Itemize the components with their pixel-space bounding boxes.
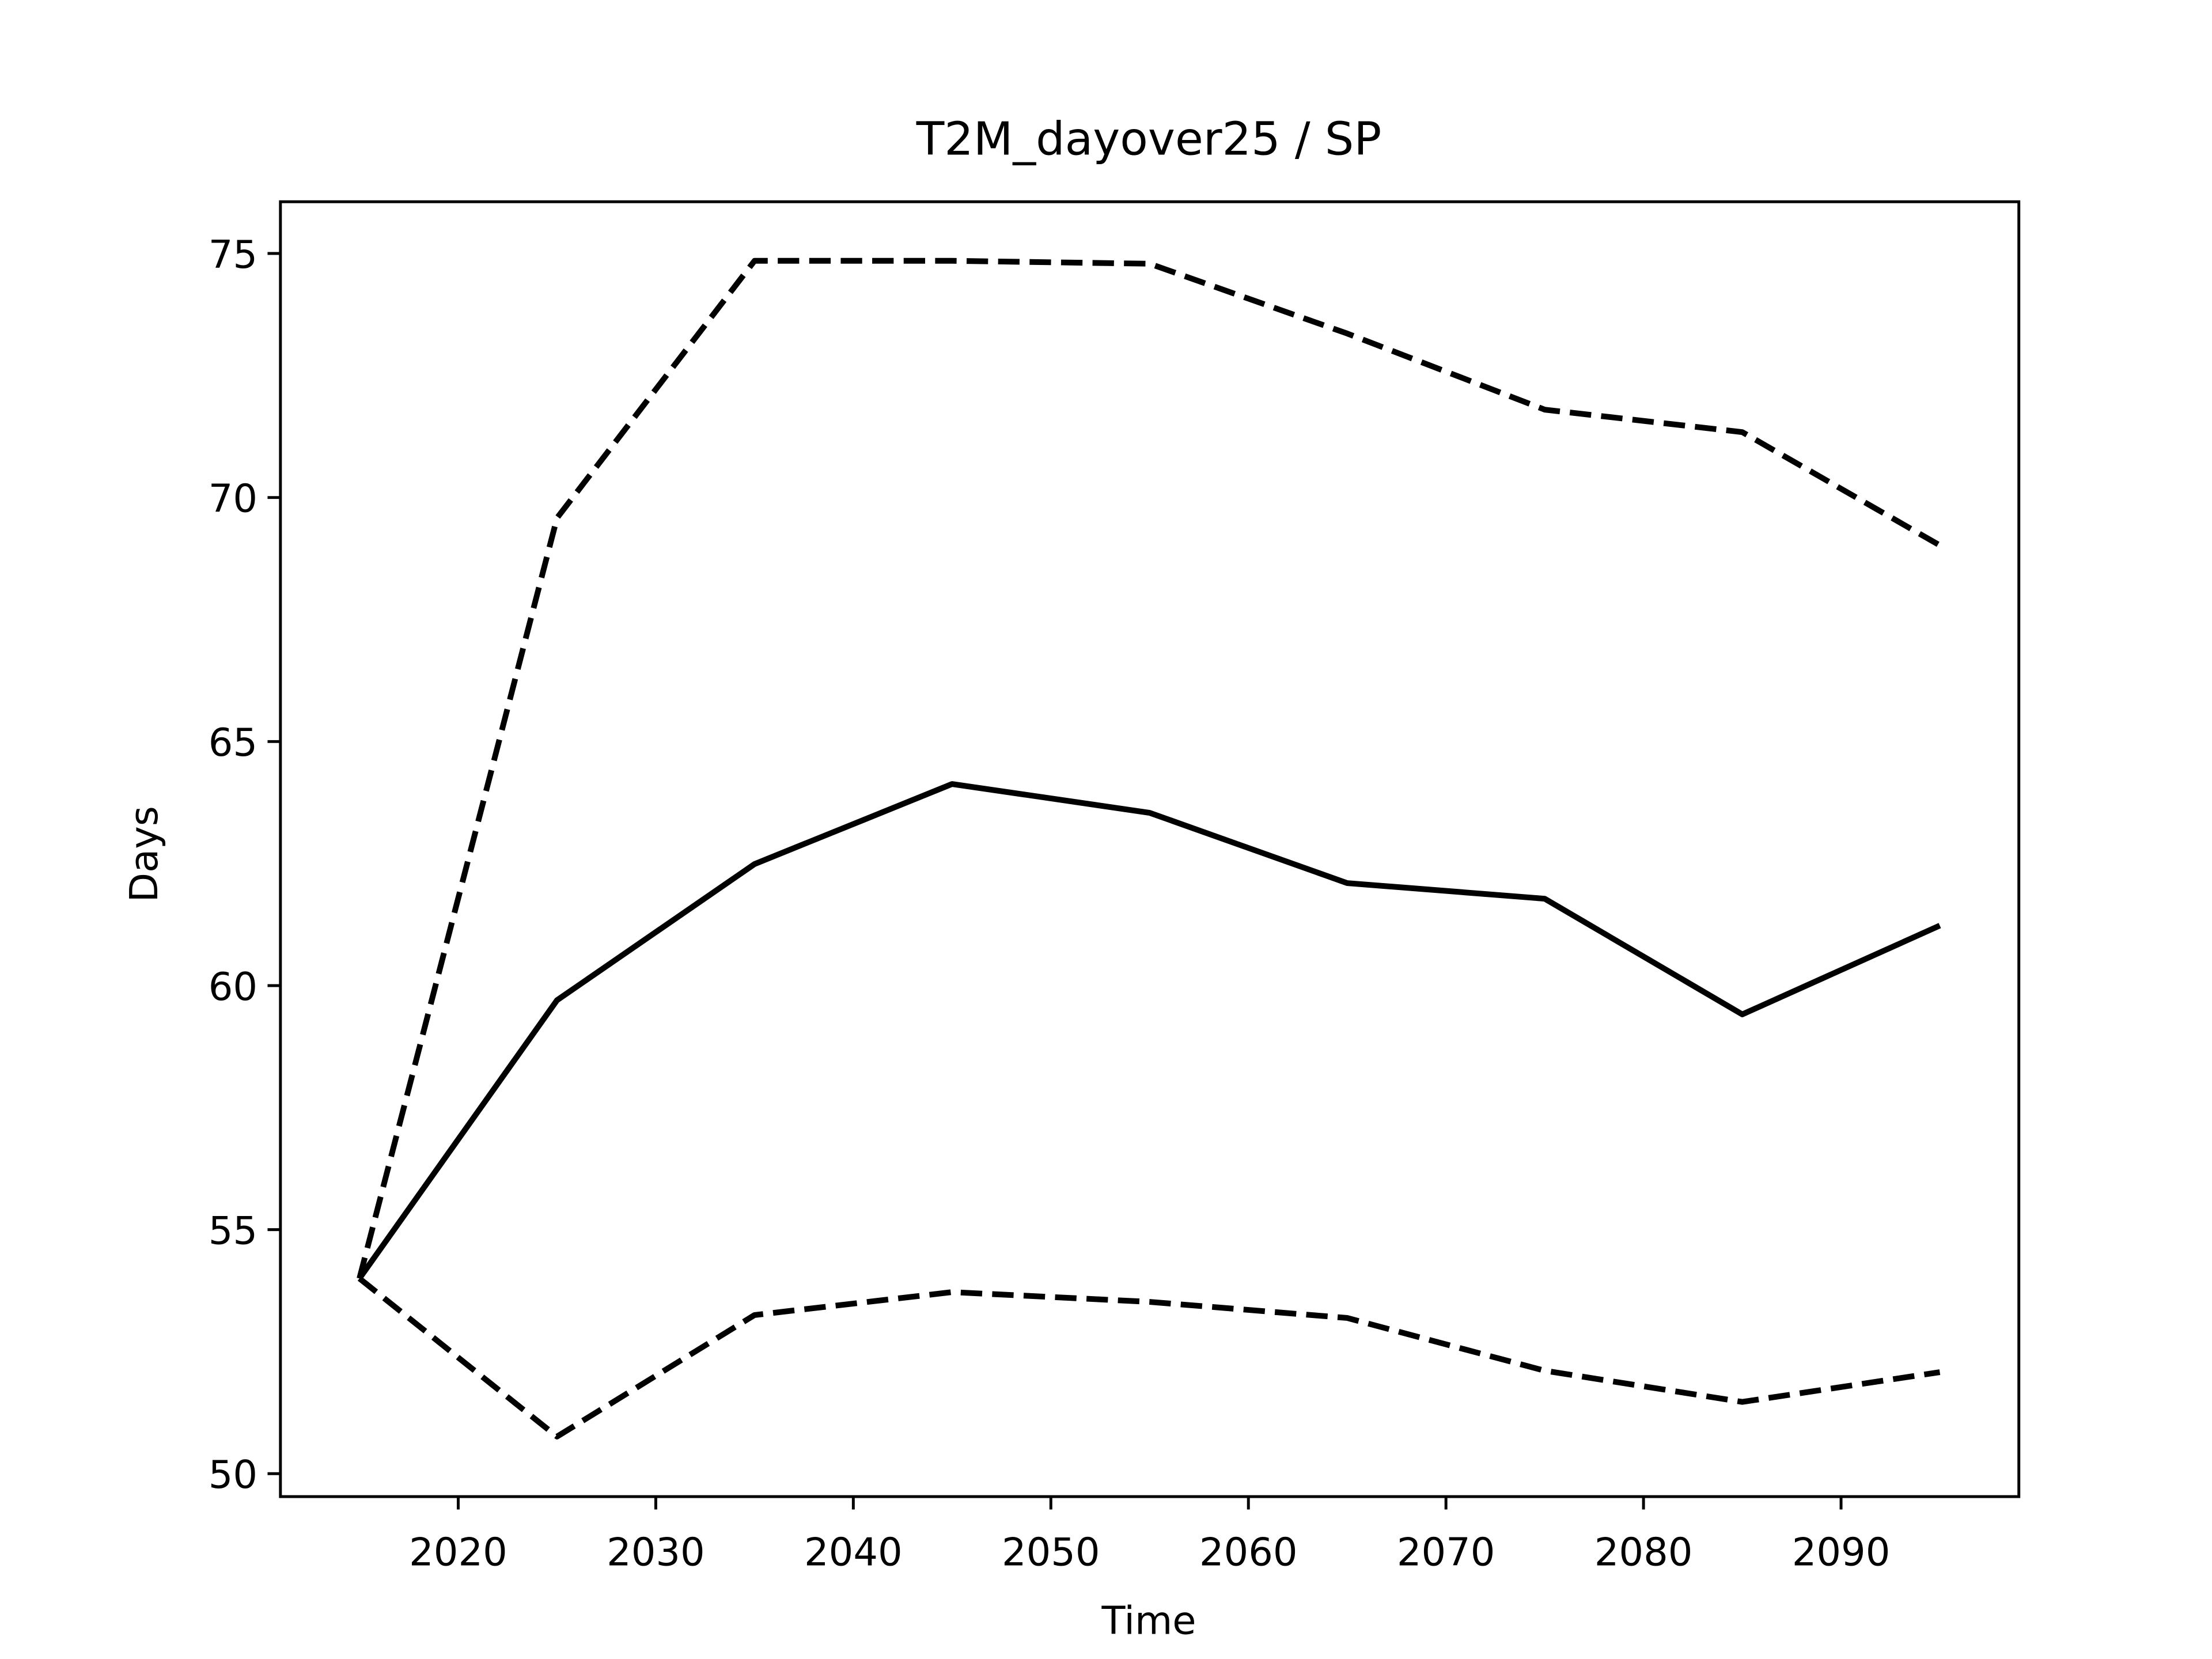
- y-tick-label: 50: [209, 1452, 257, 1497]
- x-tick-label: 2020: [409, 1529, 507, 1574]
- x-tick-label: 2030: [607, 1529, 705, 1574]
- series-line: [357, 1276, 1941, 1440]
- x-tick-label: 2040: [804, 1529, 903, 1574]
- chart-title: T2M_dayover25 / SP: [916, 112, 1382, 165]
- y-tick-label: 75: [209, 232, 257, 277]
- y-axis-label: Days: [122, 806, 166, 902]
- x-tick-label: 2090: [1792, 1529, 1891, 1574]
- y-tick-label: 60: [209, 964, 257, 1009]
- x-tick-label: 2070: [1397, 1529, 1495, 1574]
- plot-frame: [279, 200, 2021, 1498]
- y-tick-label: 70: [209, 476, 257, 521]
- y-tick-label: 65: [209, 720, 257, 765]
- series-line: [357, 781, 1941, 1281]
- x-tick-label: 2050: [1002, 1529, 1100, 1574]
- y-tick-label: 55: [209, 1208, 257, 1253]
- x-tick-label: 2060: [1199, 1529, 1298, 1574]
- series-line: [357, 257, 1941, 1279]
- x-tick-label: 2080: [1594, 1529, 1693, 1574]
- x-axis-label: Time: [1101, 1599, 1196, 1643]
